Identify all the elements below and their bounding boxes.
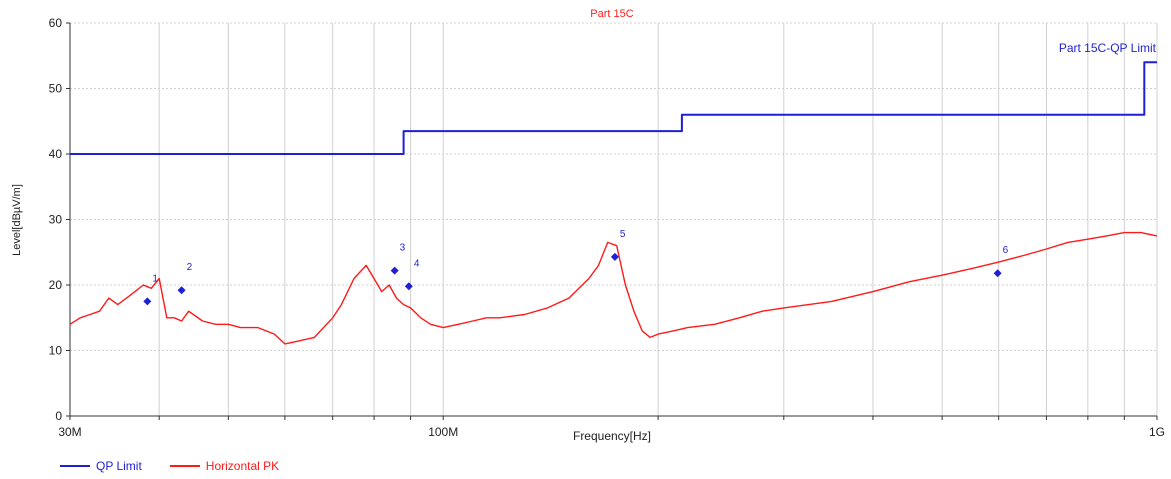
legend-label-pk: Horizontal PK [205, 459, 280, 473]
y-tick-label: 50 [49, 82, 63, 96]
marker-label: 4 [414, 258, 420, 269]
axes: 0 10 20 30 40 50 60 30M 100M 1G [49, 16, 1165, 439]
y-tick-label: 60 [49, 16, 63, 30]
y-tick-label: 10 [49, 344, 63, 358]
legend-item-qp-limit: QP Limit [60, 459, 142, 473]
marker-point [177, 286, 186, 295]
marker-point [404, 282, 413, 291]
marker-label: 2 [187, 262, 193, 273]
legend: QP Limit Horizontal PK [60, 456, 279, 476]
markers: 1 2 34 5 6 [143, 229, 1009, 306]
x-axis-label: Frequency[Hz] [573, 429, 651, 443]
legend-label-qp: QP Limit [96, 459, 142, 473]
y-tick-label: 0 [55, 409, 62, 423]
marker-label: 3 [400, 243, 406, 254]
y-tick-label: 30 [49, 213, 63, 227]
y-axis-label: Level[dBµV/m] [11, 184, 23, 256]
chart-title: Part 15C [590, 8, 633, 20]
legend-item-horizontal-pk: Horizontal PK [169, 459, 280, 473]
marker-label: 5 [620, 229, 626, 240]
limit-label: Part 15C-QP Limit [1059, 41, 1157, 55]
marker-point [610, 252, 619, 261]
y-tick-label: 20 [49, 278, 63, 292]
marker-label: 6 [1003, 245, 1009, 256]
x-tick-label: 100M [428, 425, 458, 439]
x-tick-label: 1G [1149, 425, 1165, 439]
legend-swatch-qp [60, 465, 90, 467]
series-line-qp-limit [70, 61, 1157, 155]
y-tick-label: 40 [49, 147, 63, 161]
marker-point [993, 269, 1002, 278]
grid-lines [69, 22, 1158, 417]
marker-point [143, 297, 152, 306]
marker-label: 1 [152, 273, 158, 284]
legend-swatch-pk [169, 465, 200, 467]
series-lines [69, 61, 1158, 345]
emission-chart: 0 10 20 30 40 50 60 30M 100M 1G 1 2 34 5 6 Part 15C P… [11, 8, 1165, 443]
x-tick-label: 30M [58, 425, 81, 439]
series-line-horizontal-pk [69, 231, 1158, 345]
marker-point [390, 266, 399, 275]
